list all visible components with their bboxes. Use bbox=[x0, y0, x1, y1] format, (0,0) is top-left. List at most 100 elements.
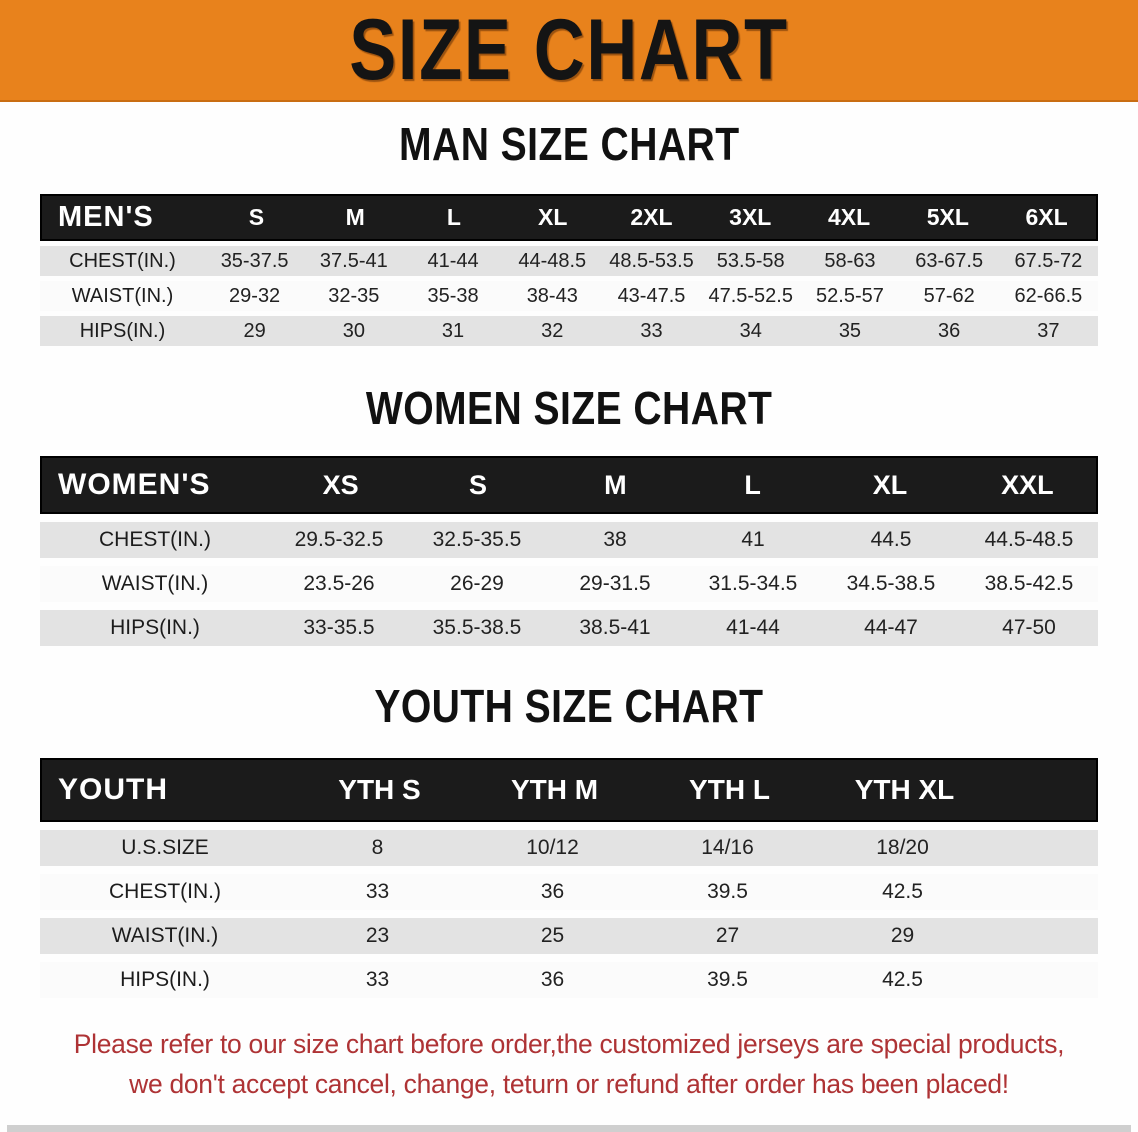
size-cell: 47.5-52.5 bbox=[708, 284, 793, 307]
size-cell: 31.5-34.5 bbox=[708, 572, 798, 595]
row-label: HIPS(IN.) bbox=[110, 616, 200, 639]
size-column-header: M bbox=[345, 204, 365, 230]
table-title: MEN'S bbox=[58, 201, 154, 233]
table-row: U.S.SIZE 8 10/12 14/16 18/20 bbox=[40, 830, 1098, 866]
size-column-header: S bbox=[248, 204, 265, 230]
table-row: HIPS(IN.) 33-35.5 35.5-38.5 38.5-41 41-44 44-… bbox=[40, 610, 1098, 646]
size-cell: 33 bbox=[365, 880, 390, 903]
table-title: YOUTH bbox=[58, 773, 168, 806]
men-section-heading: MAN SIZE CHART bbox=[398, 118, 740, 170]
size-cell: 43-47.5 bbox=[617, 284, 686, 307]
size-cell: 32 bbox=[541, 319, 564, 342]
disclaimer-line-2: we don't accept cancel, change, teturn o… bbox=[129, 1069, 1009, 1099]
row-label: HIPS(IN.) bbox=[120, 968, 210, 991]
size-column-header: YTH M bbox=[510, 774, 599, 805]
size-cell: 44-48.5 bbox=[518, 249, 587, 272]
table-header-row: YOUTH YTH S YTH M YTH L YTH XL bbox=[40, 758, 1098, 822]
size-cell: 29-31.5 bbox=[579, 572, 651, 595]
size-cell: 58-63 bbox=[824, 249, 876, 272]
size-cell: 36 bbox=[540, 968, 565, 991]
banner-title: SIZE CHART bbox=[349, 2, 789, 98]
size-cell: 44.5-48.5 bbox=[984, 528, 1074, 551]
size-column-header: YTH S bbox=[338, 774, 421, 805]
size-column-header: XS bbox=[322, 469, 359, 500]
size-cell: 31 bbox=[441, 319, 465, 342]
size-cell: 38.5-41 bbox=[579, 616, 651, 639]
size-column-header: 4XL bbox=[827, 204, 871, 230]
row-label: WAIST(IN.) bbox=[71, 284, 174, 307]
row-label: CHEST(IN.) bbox=[99, 528, 211, 551]
table-row: HIPS(IN.) 33 36 39.5 42.5 bbox=[40, 962, 1098, 998]
row-label: U.S.SIZE bbox=[121, 836, 209, 859]
size-cell: 41-44 bbox=[726, 616, 780, 639]
size-column-header: 6XL bbox=[1025, 204, 1068, 230]
women-size-table: WOMEN'S XS S M L XL XXL CHEST(IN.) 29.5-32.5 32.5… bbox=[40, 456, 1098, 646]
size-cell: 48.5-53.5 bbox=[609, 249, 694, 272]
disclaimer-line-1: Please refer to our size chart before or… bbox=[73, 1029, 1065, 1059]
size-column-header: YTH L bbox=[689, 774, 770, 805]
size-cell: 37 bbox=[1037, 319, 1060, 342]
size-cell: 10/12 bbox=[526, 836, 579, 859]
women-section-heading: WOMEN SIZE CHART bbox=[365, 382, 773, 434]
size-cell: 25 bbox=[540, 924, 565, 947]
size-cell: 26-29 bbox=[450, 572, 504, 595]
row-label: WAIST(IN.) bbox=[101, 572, 209, 595]
size-cell: 35 bbox=[838, 319, 862, 342]
size-cell: 42.5 bbox=[882, 880, 923, 903]
size-cell: 42.5 bbox=[882, 968, 923, 991]
size-cell: 33-35.5 bbox=[303, 616, 375, 639]
size-column-header: S bbox=[468, 469, 487, 500]
men-size-table: MEN'S S M L XL 2XL 3XL 4XL 5XL 6XL CHEST(IN.) 35-37… bbox=[40, 194, 1098, 346]
size-cell: 52.5-57 bbox=[816, 284, 884, 307]
size-column-header: XL bbox=[538, 204, 568, 230]
size-cell: 18/20 bbox=[876, 836, 929, 859]
size-cell: 57-62 bbox=[923, 284, 975, 307]
size-cell: 37.5-41 bbox=[319, 249, 388, 272]
size-cell: 23 bbox=[365, 924, 390, 947]
banner: SIZE CHART bbox=[0, 0, 1138, 102]
table-row: WAIST(IN.) 29-32 32-35 35-38 38-43 43-47.5 47.… bbox=[40, 281, 1098, 311]
table-row: HIPS(IN.) 29 30 31 32 33 34 35 36 37 bbox=[40, 316, 1098, 346]
size-cell: 36 bbox=[540, 880, 565, 903]
size-cell: 29.5-32.5 bbox=[294, 528, 384, 551]
size-column-header: XXL bbox=[1001, 469, 1054, 500]
size-column-header: L bbox=[446, 204, 461, 230]
row-label: CHEST(IN.) bbox=[109, 880, 221, 903]
row-label: WAIST(IN.) bbox=[111, 924, 219, 947]
size-cell: 27 bbox=[715, 924, 740, 947]
bottom-divider-bar bbox=[7, 1125, 1131, 1132]
size-column-header: XL bbox=[872, 469, 908, 500]
size-cell: 38-43 bbox=[526, 284, 578, 307]
size-cell: 34 bbox=[739, 319, 762, 342]
size-cell: 29 bbox=[890, 924, 915, 947]
size-cell: 30 bbox=[342, 319, 365, 342]
youth-section-heading: YOUTH SIZE CHART bbox=[374, 680, 764, 732]
size-cell: 53.5-58 bbox=[716, 249, 785, 272]
size-cell: 29 bbox=[243, 319, 266, 342]
table-header-row: MEN'S S M L XL 2XL 3XL 4XL 5XL 6XL bbox=[40, 194, 1098, 241]
size-cell: 32.5-35.5 bbox=[432, 528, 522, 551]
size-cell: 36 bbox=[938, 319, 961, 342]
size-cell: 67.5-72 bbox=[1014, 249, 1083, 272]
table-row: CHEST(IN.) 33 36 39.5 42.5 bbox=[40, 874, 1098, 910]
table-row: WAIST(IN.) 23 25 27 29 bbox=[40, 918, 1098, 954]
size-cell: 41-44 bbox=[427, 249, 479, 272]
row-label: HIPS(IN.) bbox=[79, 319, 166, 342]
table-row: WAIST(IN.) 23.5-26 26-29 29-31.5 31.5-34.5 34… bbox=[40, 566, 1098, 602]
size-cell: 38.5-42.5 bbox=[984, 572, 1074, 595]
size-cell: 14/16 bbox=[701, 836, 754, 859]
size-cell: 23.5-26 bbox=[303, 572, 375, 595]
table-row: CHEST(IN.) 35-37.5 37.5-41 41-44 44-48.5 48.5… bbox=[40, 246, 1098, 276]
size-cell: 32-35 bbox=[328, 284, 380, 307]
size-cell: 33 bbox=[365, 968, 390, 991]
size-cell: 63-67.5 bbox=[915, 249, 984, 272]
size-column-header: M bbox=[604, 469, 627, 500]
size-column-header: YTH XL bbox=[854, 774, 955, 805]
size-cell: 35-38 bbox=[427, 284, 479, 307]
size-cell: 44.5 bbox=[870, 528, 912, 551]
table-title: WOMEN'S bbox=[58, 468, 211, 501]
size-cell: 35.5-38.5 bbox=[432, 616, 522, 639]
size-cell: 29-32 bbox=[229, 284, 281, 307]
disclaimer: Please refer to our size chart before or… bbox=[0, 1024, 1138, 1104]
